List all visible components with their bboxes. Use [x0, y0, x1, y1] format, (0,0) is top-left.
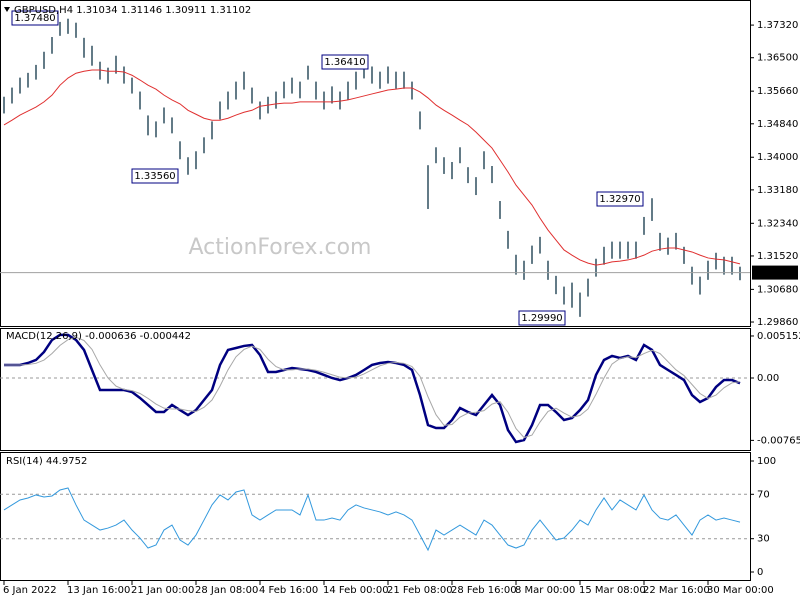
rsi-panel — [0, 452, 751, 581]
y-tick-label: 1.30680 — [757, 284, 798, 295]
x-tick-label: 14 Feb 00:00 — [323, 585, 389, 596]
watermark: ActionForex.com — [189, 235, 372, 260]
symbol-arrow — [4, 7, 10, 12]
x-tick-label: 4 Feb 16:00 — [259, 585, 318, 596]
y-tick-label: 1.29860 — [757, 317, 798, 328]
y-tick-label: 1.37320 — [757, 20, 798, 31]
x-tick-label: 28 Feb 16:00 — [451, 585, 517, 596]
y-tick-label: 1.32340 — [757, 218, 798, 229]
x-tick-label: 13 Jan 16:00 — [67, 585, 130, 596]
annotation-box — [11, 10, 59, 26]
x-tick-label: 8 Mar 00:00 — [515, 585, 575, 596]
y-tick-label: 100 — [757, 456, 776, 467]
y-tick-label: 0.005152 — [757, 331, 800, 342]
price-panel — [0, 0, 751, 327]
annotation: 1.36410 — [324, 57, 365, 68]
y-tick-label: 30 — [757, 534, 770, 545]
indicator-line — [4, 333, 741, 444]
panel-title: MACD(12,26,9) -0.000636 -0.000442 — [6, 331, 191, 342]
y-tick-label: 1.34840 — [757, 119, 798, 130]
indicator-line — [4, 336, 741, 439]
y-tick-label: 0.00 — [757, 373, 779, 384]
annotation: 1.29990 — [521, 313, 562, 324]
annotation-box — [131, 168, 179, 184]
last-price-label: 1.31102 — [756, 268, 797, 279]
annotation-box — [596, 191, 644, 207]
annotation-box — [321, 54, 369, 70]
x-tick-label: 30 Mar 00:00 — [707, 585, 774, 596]
annotation-box — [518, 310, 566, 326]
moving-average — [3, 69, 741, 266]
annotation: 1.37480 — [14, 13, 55, 24]
last-price-box — [752, 265, 798, 280]
annotation: 1.33560 — [134, 171, 175, 182]
x-tick-label: 28 Jan 08:00 — [195, 585, 258, 596]
panel-title: GBPUSD,H4 1.31034 1.31146 1.30911 1.3110… — [14, 5, 251, 16]
x-tick-label: 22 Mar 16:00 — [643, 585, 710, 596]
y-tick-label: 70 — [757, 489, 770, 500]
y-tick-label: 1.35660 — [757, 86, 798, 97]
x-tick-label: 21 Jan 00:00 — [131, 585, 194, 596]
macd-panel — [0, 328, 751, 451]
y-tick-label: 1.34000 — [757, 152, 798, 163]
y-tick-label: 1.33180 — [757, 185, 798, 196]
x-tick-label: 6 Jan 2022 — [3, 585, 57, 596]
y-tick-label: -0.00765 — [757, 435, 800, 446]
y-tick-label: 1.36500 — [757, 53, 798, 64]
indicator-line — [3, 487, 741, 552]
y-tick-label: 1.31520 — [757, 251, 798, 262]
y-tick-label: 0 — [757, 567, 763, 578]
annotation: 1.32970 — [599, 194, 640, 205]
panel-title: RSI(14) 44.9752 — [6, 456, 87, 467]
x-tick-label: 15 Mar 08:00 — [579, 585, 646, 596]
x-tick-label: 21 Feb 08:00 — [387, 585, 453, 596]
